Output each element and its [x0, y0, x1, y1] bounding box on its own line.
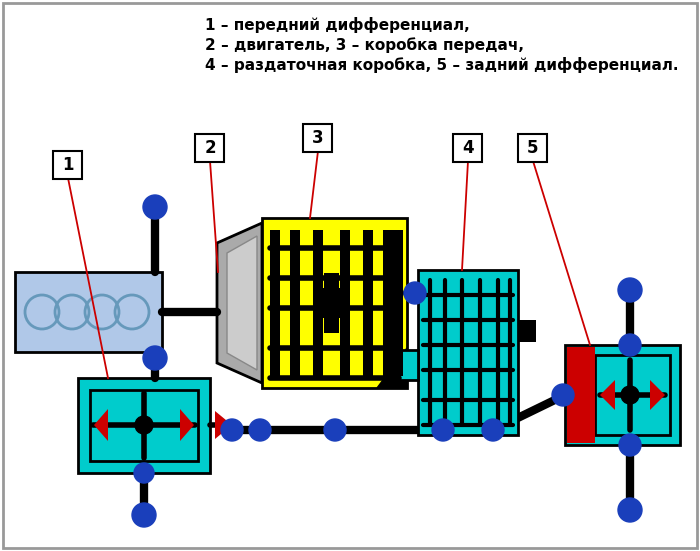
Polygon shape — [565, 375, 593, 415]
Circle shape — [618, 278, 642, 302]
Bar — [340, 230, 350, 376]
Circle shape — [619, 434, 641, 456]
Circle shape — [619, 334, 641, 356]
Bar — [393, 350, 418, 380]
Text: 2: 2 — [204, 139, 216, 157]
Text: 2 – двигатель, 3 – коробка передач,: 2 – двигатель, 3 – коробка передач, — [205, 37, 524, 53]
Bar — [363, 230, 373, 376]
Bar — [324, 273, 339, 333]
Circle shape — [143, 346, 167, 370]
Circle shape — [482, 419, 504, 441]
Circle shape — [404, 282, 426, 304]
Circle shape — [135, 416, 153, 434]
Polygon shape — [227, 236, 257, 370]
Circle shape — [621, 386, 639, 404]
Polygon shape — [650, 380, 665, 410]
Circle shape — [134, 463, 154, 483]
Polygon shape — [94, 409, 108, 441]
Bar — [565, 345, 680, 445]
Bar — [262, 218, 407, 388]
Text: 5: 5 — [527, 139, 539, 157]
FancyBboxPatch shape — [195, 134, 224, 162]
Bar — [15, 272, 162, 352]
Bar — [270, 230, 280, 376]
Bar — [290, 230, 300, 376]
Polygon shape — [377, 348, 407, 388]
Polygon shape — [180, 409, 194, 441]
Text: 3: 3 — [312, 129, 324, 147]
Circle shape — [618, 498, 642, 522]
Circle shape — [143, 195, 167, 219]
Bar — [90, 390, 198, 461]
Polygon shape — [215, 411, 232, 439]
Bar — [393, 230, 403, 376]
Circle shape — [221, 419, 243, 441]
Bar — [317, 288, 347, 318]
FancyBboxPatch shape — [303, 124, 332, 152]
FancyBboxPatch shape — [53, 151, 82, 179]
Circle shape — [132, 503, 156, 527]
Bar — [595, 355, 670, 435]
Polygon shape — [600, 380, 615, 410]
Text: 4 – раздаточная коробка, 5 – задний дифференциал.: 4 – раздаточная коробка, 5 – задний дифф… — [205, 57, 678, 73]
Text: 1: 1 — [62, 156, 74, 174]
Polygon shape — [217, 223, 262, 383]
Bar — [418, 270, 518, 435]
Circle shape — [432, 419, 454, 441]
Bar — [78, 378, 210, 473]
FancyBboxPatch shape — [453, 134, 482, 162]
Bar — [383, 230, 393, 376]
Bar — [567, 347, 595, 443]
Circle shape — [552, 384, 574, 406]
Text: 4: 4 — [462, 139, 474, 157]
Text: 1 – передний дифференциал,: 1 – передний дифференциал, — [205, 17, 470, 33]
Bar — [518, 320, 536, 342]
Circle shape — [249, 419, 271, 441]
Circle shape — [324, 419, 346, 441]
FancyBboxPatch shape — [518, 134, 547, 162]
Bar — [313, 230, 323, 376]
